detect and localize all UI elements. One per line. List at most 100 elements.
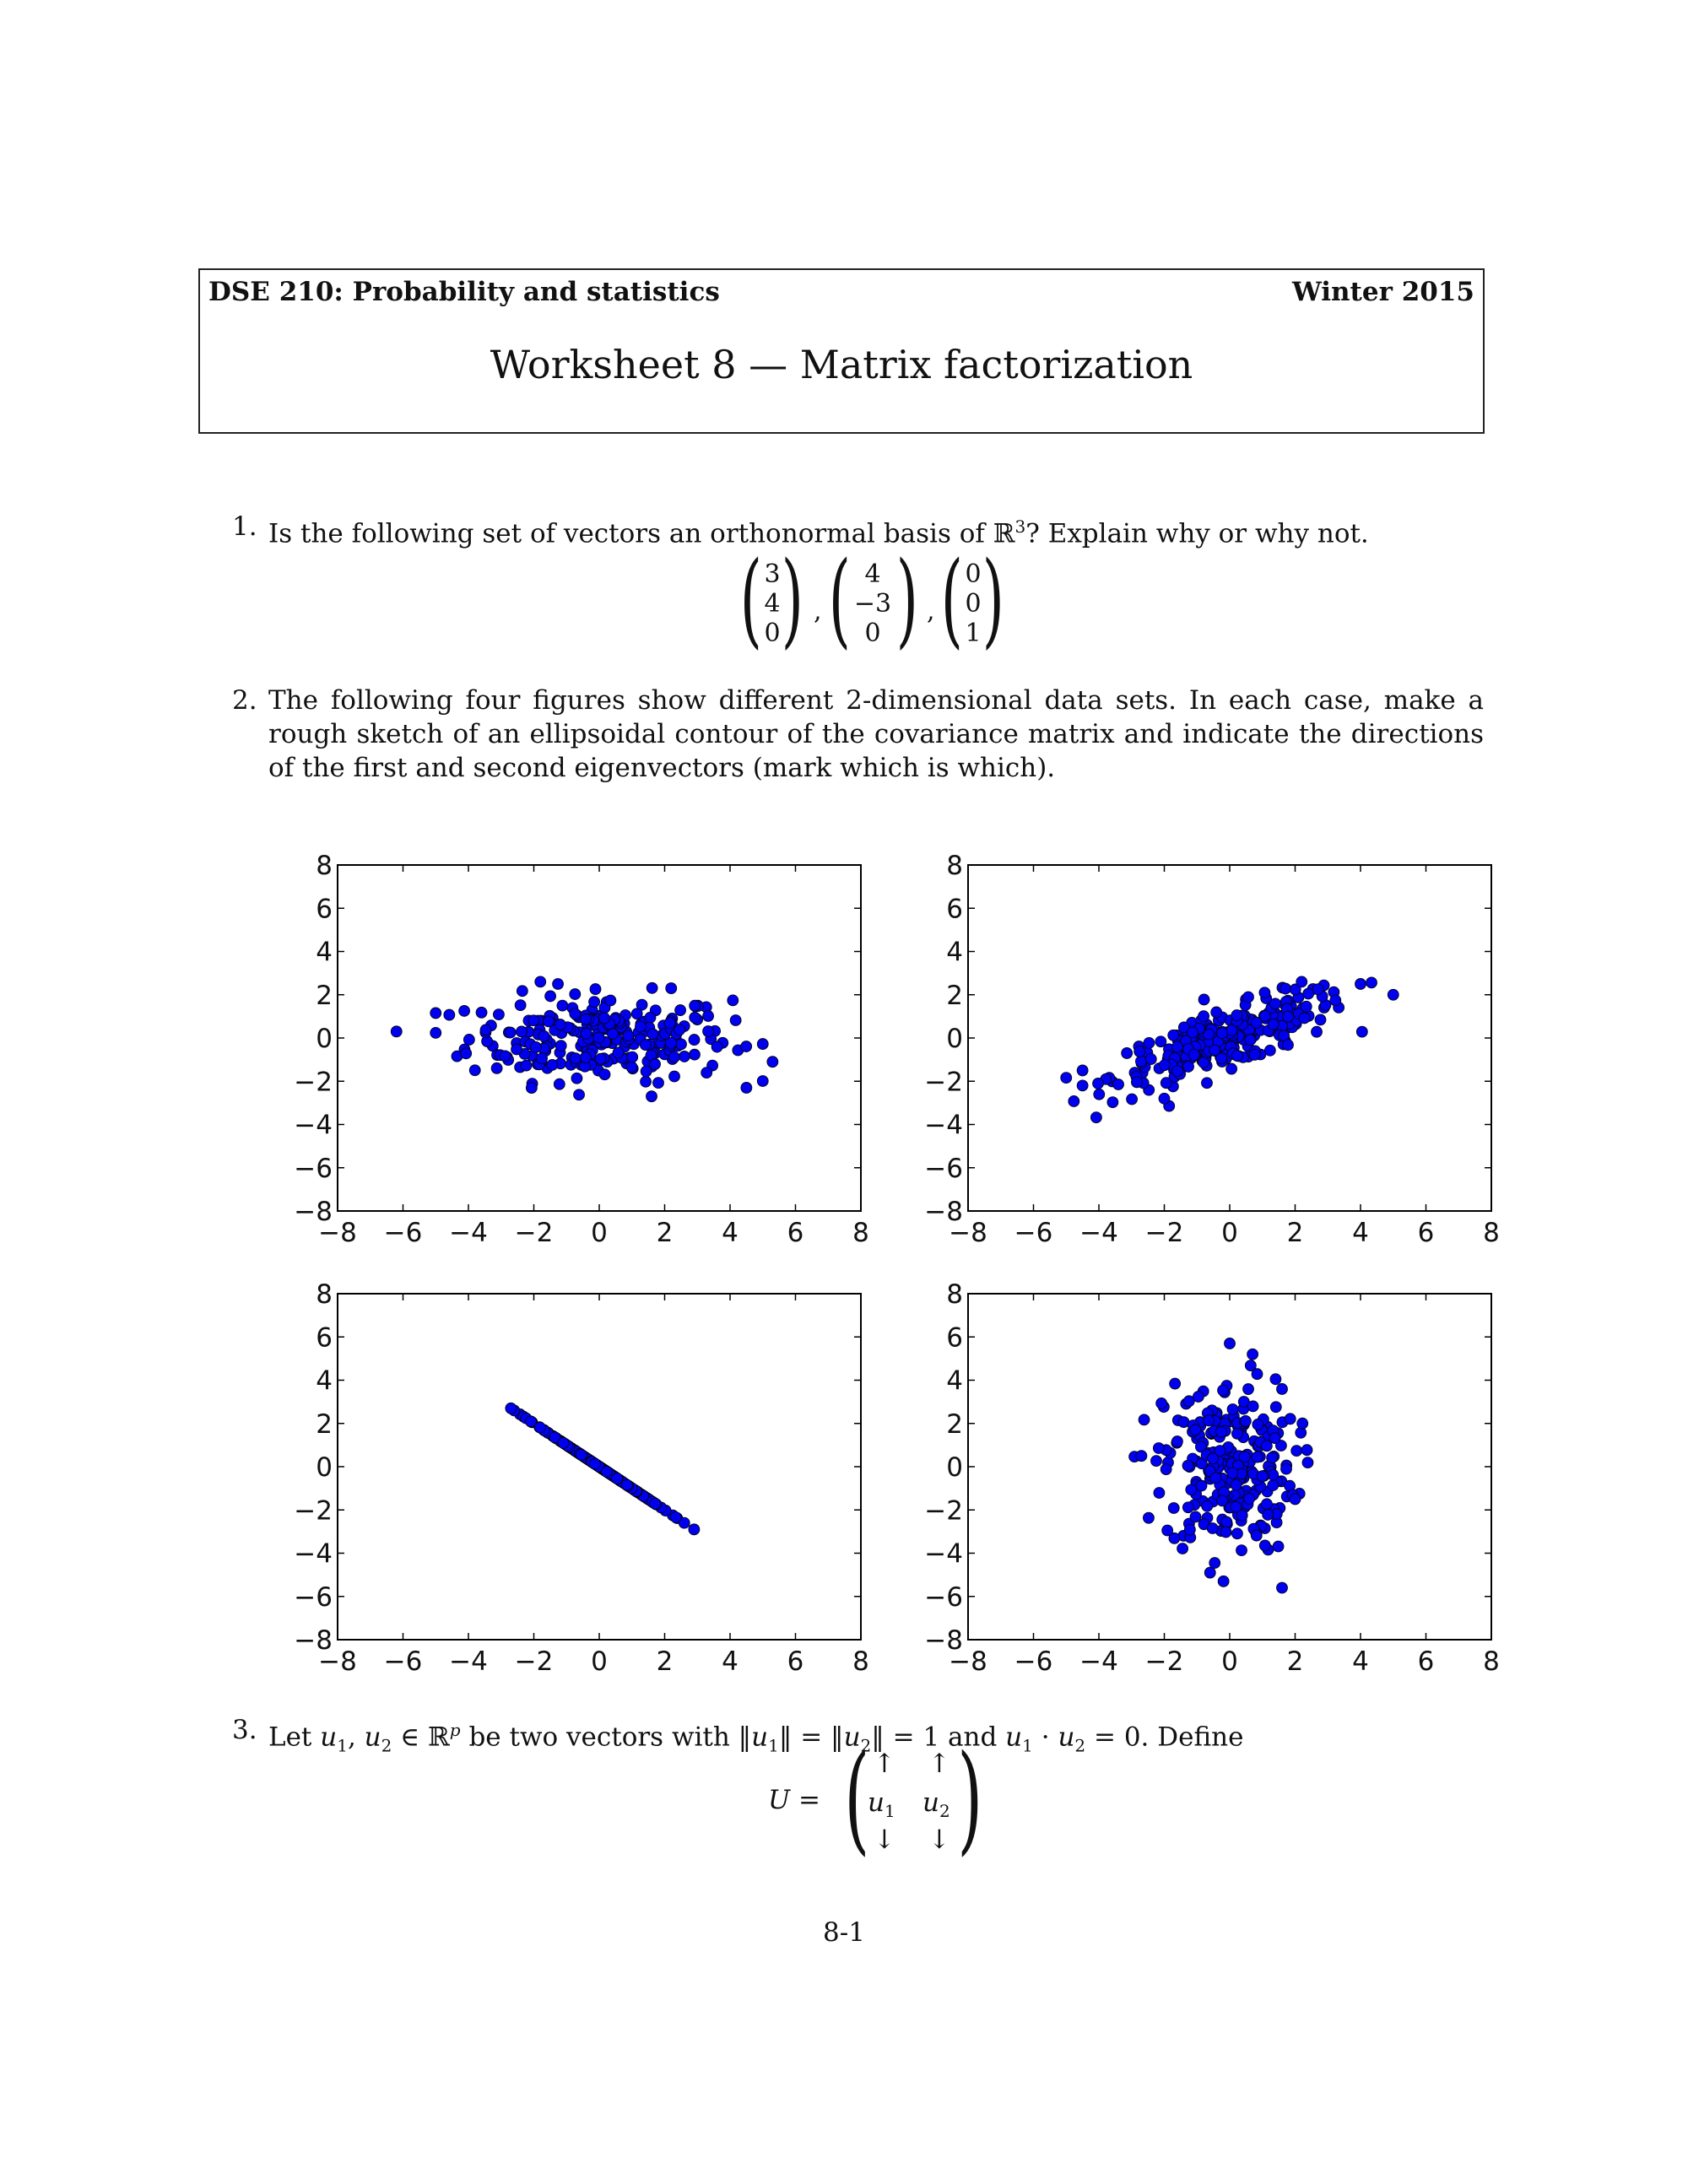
data-point [1296, 1417, 1309, 1430]
data-point [1269, 1373, 1282, 1386]
data-point [549, 1431, 561, 1444]
data-point [669, 1511, 682, 1523]
data-point [1168, 1532, 1181, 1544]
data-point [1160, 1077, 1172, 1089]
data-point [740, 1082, 753, 1094]
data-point [555, 1040, 567, 1052]
subscript: 1 [337, 1735, 348, 1756]
data-point [1256, 1470, 1269, 1482]
data-point [1135, 1450, 1148, 1462]
data-point [468, 1064, 481, 1077]
question-text-part: · [1032, 1722, 1058, 1753]
x-tick-label: −6 [1014, 1646, 1053, 1677]
data-point [516, 1025, 528, 1038]
y-tick-label: −6 [924, 1154, 963, 1184]
data-point [525, 1415, 537, 1428]
data-point [520, 1059, 533, 1072]
data-point [552, 978, 564, 990]
data-point [679, 1051, 690, 1062]
data-point [1158, 1092, 1171, 1105]
left-paren: ( [828, 539, 851, 659]
data-point [663, 1017, 676, 1030]
data-point [1198, 1057, 1210, 1068]
data-point [529, 1041, 542, 1053]
x-tick-label: 4 [1352, 1218, 1369, 1248]
data-point [649, 1497, 662, 1510]
data-point [640, 1075, 652, 1088]
x-tick-label: −6 [384, 1646, 423, 1677]
data-point [475, 1006, 488, 1019]
data-point [1242, 1383, 1254, 1395]
y-tick-label: 2 [946, 981, 963, 1011]
data-point [1225, 1024, 1238, 1036]
data-point [430, 1007, 442, 1019]
data-point [575, 1449, 587, 1461]
right-paren: ) [895, 539, 918, 659]
matrix-label: U = [768, 1785, 820, 1815]
data-point [1206, 1522, 1219, 1534]
data-point [630, 1008, 643, 1020]
math-var: u [922, 1787, 939, 1818]
question-text-part: , [347, 1722, 365, 1753]
x-tick-label: −4 [1079, 1646, 1118, 1677]
data-point [1177, 1543, 1189, 1554]
data-point [1289, 983, 1301, 996]
data-point [1231, 1050, 1243, 1062]
right-paren: ) [982, 539, 1004, 659]
y-tick-label: 4 [316, 938, 333, 968]
data-point [1152, 1442, 1165, 1454]
data-point [1260, 1440, 1273, 1452]
data-point [1269, 1432, 1281, 1445]
data-point [1247, 1348, 1259, 1360]
data-point [636, 998, 648, 1011]
data-point [665, 1037, 677, 1049]
data-point [556, 999, 569, 1012]
data-point [1230, 1500, 1242, 1513]
data-point [689, 1011, 701, 1024]
comma: , [814, 597, 822, 626]
data-point [1276, 1581, 1288, 1594]
x-tick-label: −8 [318, 1218, 357, 1248]
data-point [766, 1056, 779, 1068]
x-tick-label: 4 [722, 1218, 738, 1248]
subscript: 1 [768, 1735, 779, 1756]
worksheet-title: Worksheet 8 — Matrix factorization [490, 342, 1193, 387]
subscript: 2 [381, 1735, 392, 1756]
data-point [538, 1030, 550, 1042]
y-tick-label: 6 [316, 1322, 333, 1353]
data-point [390, 1025, 403, 1038]
data-point [499, 1050, 511, 1062]
y-tick-label: 8 [316, 1279, 333, 1310]
data-point [579, 1051, 592, 1063]
data-point [443, 1008, 456, 1021]
data-point [702, 1010, 714, 1022]
data-point [1198, 1010, 1210, 1023]
y-tick-label: 6 [946, 1322, 963, 1353]
data-point [511, 1043, 522, 1056]
data-point [674, 1004, 686, 1016]
data-point [1231, 1527, 1243, 1540]
math-var: u [320, 1722, 338, 1753]
data-point [1214, 1445, 1226, 1457]
data-point [1182, 1061, 1194, 1073]
data-point [639, 1039, 652, 1051]
data-point [668, 1070, 680, 1083]
data-point [1301, 1457, 1314, 1469]
y-tick-label: 2 [316, 981, 333, 1011]
data-point [1171, 1041, 1183, 1053]
data-point [640, 1065, 652, 1078]
data-point [1224, 1338, 1236, 1349]
data-point [1261, 1498, 1273, 1511]
question-text-part: ‖ = ‖ [778, 1722, 844, 1753]
data-point [622, 1030, 635, 1042]
data-point [1144, 1053, 1157, 1065]
data-point [1133, 1046, 1146, 1057]
right-paren: ) [781, 539, 803, 659]
data-point [1312, 983, 1324, 996]
data-point [647, 1028, 659, 1041]
data-point [1182, 1501, 1194, 1514]
vector-3: ( 0 0 1 ) [941, 548, 1004, 654]
question-number: 1. [232, 511, 257, 542]
arrow-up: ↑ [874, 1749, 895, 1779]
